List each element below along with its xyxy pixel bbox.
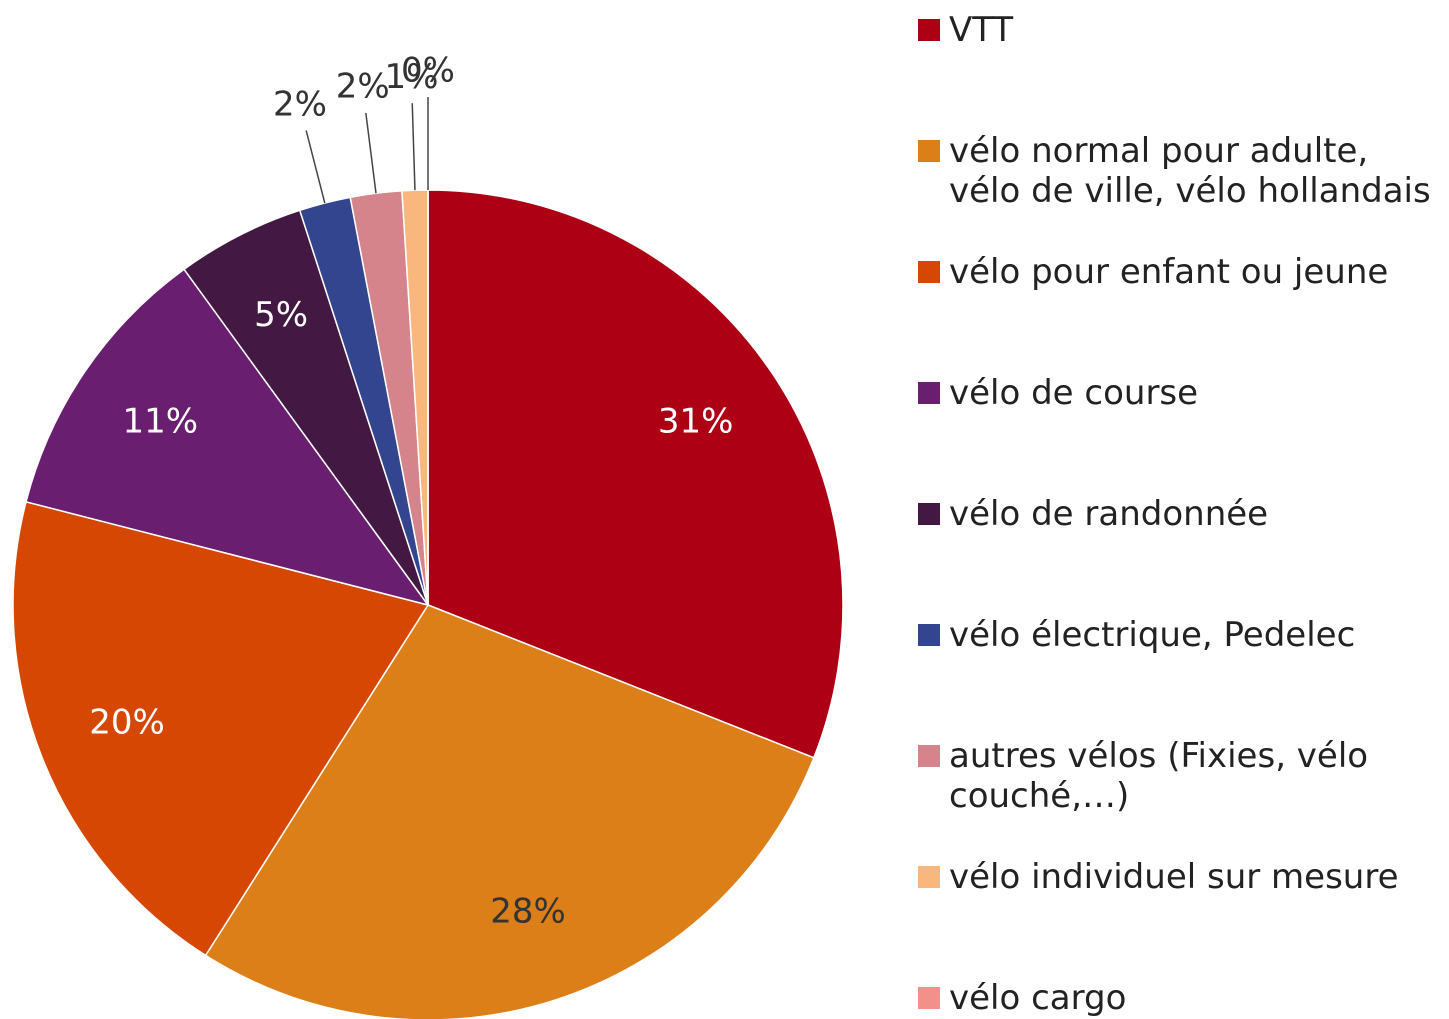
pie-slice bbox=[12, 500, 430, 957]
legend-swatch bbox=[918, 503, 940, 525]
legend-item: vélo normal pour adulte, vélo de ville, … bbox=[918, 131, 1443, 211]
pie-slice bbox=[204, 604, 815, 1019]
legend-label: vélo cargo bbox=[949, 978, 1127, 1018]
legend-item: vélo de randonnée bbox=[918, 494, 1443, 534]
pie-slice bbox=[25, 268, 430, 607]
legend-label: vélo normal pour adulte, vélo de ville, … bbox=[949, 131, 1431, 211]
legend-swatch bbox=[918, 987, 940, 1009]
legend-swatch bbox=[918, 745, 940, 767]
legend-item: VTT bbox=[918, 10, 1443, 50]
leader-line bbox=[365, 112, 377, 194]
legend-label: VTT bbox=[949, 10, 1014, 50]
data-label: 31% bbox=[658, 402, 734, 442]
data-label: 2% bbox=[273, 85, 327, 125]
data-label: 11% bbox=[122, 402, 198, 442]
data-label: 28% bbox=[490, 891, 566, 931]
legend-swatch bbox=[918, 624, 940, 646]
legend-item: vélo de course bbox=[918, 373, 1443, 413]
legend-swatch bbox=[918, 19, 940, 41]
legend-item: vélo individuel sur mesure bbox=[918, 857, 1443, 897]
data-label: 2% bbox=[336, 67, 390, 107]
data-label: 5% bbox=[254, 295, 308, 335]
legend-swatch bbox=[918, 382, 940, 404]
legend-swatch bbox=[918, 866, 940, 888]
data-label: 20% bbox=[89, 703, 165, 743]
pie-slice bbox=[427, 189, 844, 759]
pie-area: 31%28%20%11%5%2% 2%1%0% bbox=[12, 51, 844, 1019]
leader-line bbox=[411, 103, 416, 191]
legend-swatch bbox=[918, 261, 940, 283]
legend-label: vélo électrique, Pedelec bbox=[949, 615, 1356, 655]
data-label: 0% bbox=[401, 51, 455, 91]
legend-label: vélo de randonnée bbox=[949, 494, 1269, 534]
leader-line bbox=[305, 130, 326, 204]
legend-label: vélo pour enfant ou jeune bbox=[949, 252, 1389, 292]
legend-item: vélo cargo bbox=[918, 978, 1443, 1018]
legend-label: autres vélos (Fixies, vélo couché,…) bbox=[949, 736, 1369, 816]
legend-item: vélo électrique, Pedelec bbox=[918, 615, 1443, 655]
data-label: 1% bbox=[384, 57, 438, 97]
legend-label: vélo de course bbox=[949, 373, 1199, 413]
legend-swatch bbox=[918, 140, 940, 162]
legend-item: autres vélos (Fixies, vélo couché,…) bbox=[918, 736, 1443, 816]
legend-label: vélo individuel sur mesure bbox=[949, 857, 1399, 897]
legend-item: vélo pour enfant ou jeune bbox=[918, 252, 1443, 292]
